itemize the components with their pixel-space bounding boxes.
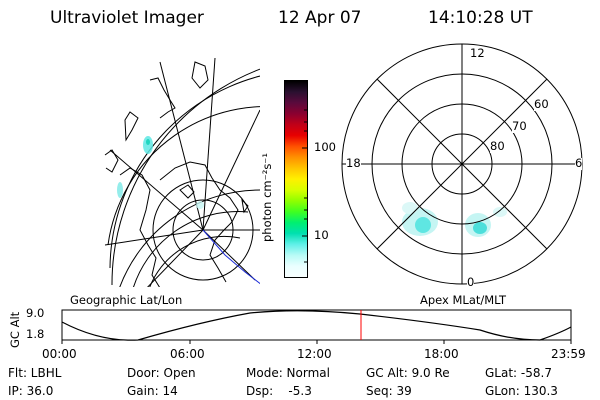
colorbar-tick-100: 100 [314, 140, 336, 154]
mlt-label-18: 18 [346, 156, 361, 170]
color-bar [284, 80, 308, 278]
status-flt: Flt: LBHL [8, 366, 62, 380]
altitude-tick-9: 9.0 [26, 306, 45, 320]
date-label: 12 Apr 07 [278, 8, 362, 28]
mlat-label-60: 60 [534, 97, 549, 111]
geographic-label: Geographic Lat/Lon [70, 293, 183, 307]
x-tick-2359: 23:59 [551, 347, 586, 361]
mlat-label-70: 70 [512, 119, 527, 133]
status-gc-alt: GC Alt: 9.0 Re [366, 366, 450, 380]
status-glon: GLon: 130.3 [485, 384, 558, 398]
status-glat: GLat: -58.7 [485, 366, 552, 380]
x-tick-0000: 00:00 [42, 347, 77, 361]
mlt-label-12: 12 [470, 46, 485, 60]
app-title: Ultraviolet Imager [50, 8, 204, 28]
mlt-label-0: 0 [467, 275, 475, 289]
apex-label: Apex MLat/MLT [420, 293, 507, 307]
x-tick-0600: 06:00 [170, 347, 205, 361]
status-gain: Gain: 14 [127, 384, 178, 398]
status-seq: Seq: 39 [366, 384, 412, 398]
x-tick-1800: 18:00 [424, 347, 459, 361]
altitude-tick-1-8: 1.8 [26, 327, 45, 341]
status-mode: Mode: Normal [246, 366, 330, 380]
mlt-label-6: 6 [575, 156, 583, 170]
x-tick-1200: 12:00 [297, 347, 332, 361]
colorbar-tick-10: 10 [314, 228, 329, 242]
status-ip: IP: 36.0 [8, 384, 54, 398]
mlat-label-80: 80 [490, 139, 505, 153]
time-label: 14:10:28 UT [428, 8, 533, 28]
status-dsp: Dsp: -5.3 [246, 384, 312, 398]
status-door: Door: Open [127, 366, 196, 380]
